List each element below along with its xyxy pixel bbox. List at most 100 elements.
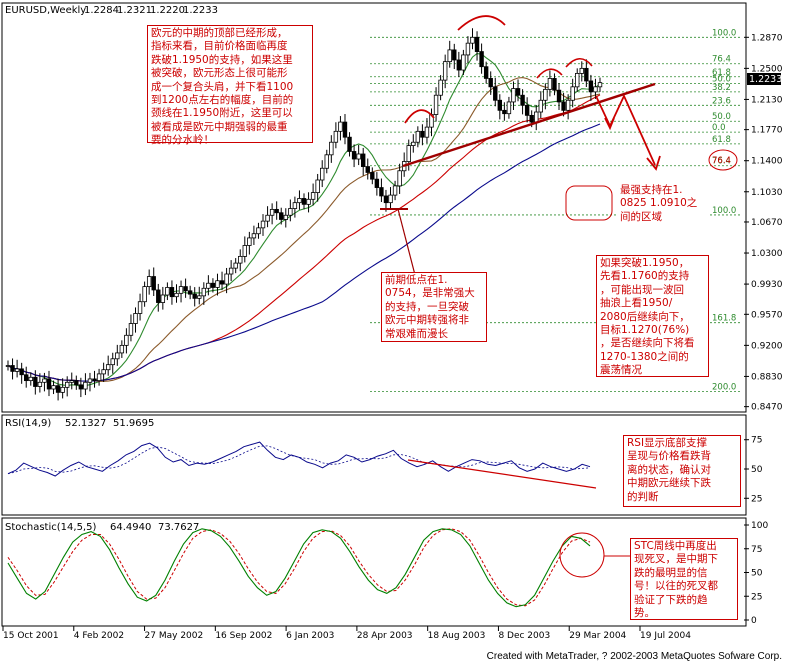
candle-body <box>78 384 84 390</box>
candle-body <box>447 49 452 63</box>
fib-label: 50.0 <box>712 74 731 84</box>
candle-body <box>347 136 352 152</box>
stoch-title: Stochastic(14,5,5) <box>5 522 96 533</box>
ohlc-open: 1.2284 <box>84 5 119 16</box>
candle-body <box>520 94 525 106</box>
ohlc-high: 1.2321 <box>117 5 152 16</box>
candle-body <box>279 212 284 220</box>
candle-body <box>561 101 566 111</box>
candle-body <box>24 374 29 382</box>
candle-body <box>420 130 425 138</box>
candle-body <box>383 195 389 204</box>
rsi-value-1: 52.1327 <box>65 418 106 429</box>
candle-body <box>233 262 238 269</box>
candle-body <box>206 282 211 289</box>
candle-body <box>46 378 52 390</box>
candle-body <box>74 380 79 386</box>
candle-body <box>415 130 421 143</box>
x-tick-label: 15 Oct 2001 <box>3 631 59 641</box>
candle-body <box>92 378 97 382</box>
candle-body <box>438 79 443 96</box>
candle-body <box>297 198 302 204</box>
note-stc: STC周线中再度出 现死叉，是中期下 跌的最明显的信 号！以往的死叉都 验证了下… <box>630 538 738 620</box>
note-scenario: 如果突破1.1950， 先看1.1760的支持 ，可能出现一波回 抽浪上看195… <box>596 255 709 377</box>
y-tick-label: 1.2130 <box>751 95 783 105</box>
x-tick-label: 8 Dec 2003 <box>498 631 550 641</box>
support-zone <box>565 185 613 221</box>
fib-label: 76.4 <box>712 55 731 65</box>
candle-body <box>465 42 471 56</box>
candle-body <box>524 104 530 116</box>
candle-body <box>506 101 512 115</box>
candle-body <box>474 36 480 52</box>
candle-body <box>242 245 247 257</box>
candle-body <box>156 289 161 303</box>
candle-body <box>165 287 170 296</box>
shoulder-arc-2 <box>536 68 563 79</box>
fib-label: 61.8 <box>712 135 731 145</box>
rsi-panel-frame <box>1 414 747 516</box>
candle-body <box>14 368 20 372</box>
candle-body <box>124 334 129 346</box>
candle-body <box>575 73 580 88</box>
candle-body <box>228 267 234 275</box>
note-top-pattern: 欧元的中期的顶部已经形成， 指标来看，目前价格面临再度 跌破1.1950的支持，… <box>147 25 313 146</box>
candle-body <box>301 198 307 205</box>
candle-body <box>187 290 193 295</box>
candle-body <box>534 111 539 123</box>
candle-body <box>320 167 325 181</box>
candle-body <box>379 187 384 197</box>
rsi-line <box>7 441 591 477</box>
candle-body <box>51 385 56 390</box>
candle-body <box>55 385 61 393</box>
rsi-value-2: 51.9695 <box>113 418 154 429</box>
ohlc-low: 1.2220 <box>150 5 185 16</box>
stoch-main-line <box>7 528 591 608</box>
y-tick-label: 0.9570 <box>751 310 783 320</box>
candle-body <box>42 378 47 383</box>
fib-label: 61.8 <box>712 68 731 78</box>
candle-body <box>251 233 257 239</box>
candle-body <box>288 208 293 216</box>
rsi-tick-label: 50 <box>751 465 763 475</box>
rsi-tick-label: 25 <box>751 494 762 504</box>
candle-body <box>219 280 225 285</box>
stoch-tick-label: 25 <box>751 592 762 602</box>
x-tick-label: 28 Apr 2003 <box>357 631 413 641</box>
candle-body <box>310 192 316 200</box>
stoch-signal-line <box>7 528 591 607</box>
y-tick-label: 0.8470 <box>751 403 783 413</box>
target-ellipse <box>708 149 738 171</box>
candle-body <box>142 286 147 303</box>
candle-body <box>192 293 197 299</box>
candle-body <box>370 172 375 180</box>
candle-body <box>160 294 166 303</box>
candle-body <box>283 214 288 220</box>
candle-body <box>543 88 548 101</box>
x-tick-label: 16 Sep 2002 <box>215 631 272 641</box>
candle-body <box>151 276 156 291</box>
note-support: 最强支持在1. 0825 1.0910之 间的区域 <box>616 182 708 228</box>
candle-body <box>497 99 503 111</box>
candle-body <box>315 179 320 193</box>
stoch-tick-label: 75 <box>751 545 762 555</box>
candle-body <box>269 208 275 216</box>
x-tick-label: 27 May 2002 <box>145 631 204 641</box>
candle-body <box>397 170 402 187</box>
candle-body <box>538 99 543 113</box>
candle-body <box>529 114 534 123</box>
y-axis-labels: 1.2870 1.2500 1.2130 1.1770 1.1400 1.1030 1.06… <box>744 33 783 413</box>
rsi-plot: 75 50 25 <box>7 436 763 504</box>
candle-body <box>215 280 220 288</box>
candle-body <box>556 89 562 103</box>
candle-body <box>83 381 88 390</box>
candle-body <box>433 94 439 115</box>
candle-body <box>137 301 143 314</box>
stoch-value-2: 73.7627 <box>158 522 199 533</box>
fib-label: 100.0 <box>712 28 736 38</box>
candle-body <box>552 78 557 91</box>
candle-body <box>265 214 270 222</box>
low-pointer <box>397 208 416 276</box>
candle-body <box>461 54 466 71</box>
rsi-title: RSI(14,9) <box>5 418 51 429</box>
